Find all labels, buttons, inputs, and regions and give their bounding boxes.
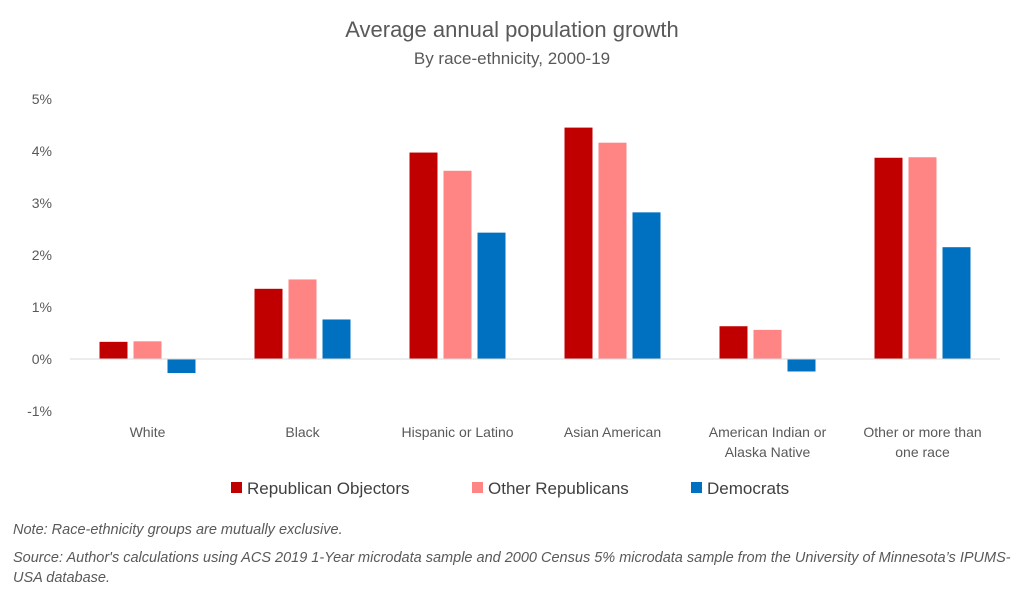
category-label: Hispanic or Latino	[401, 424, 513, 440]
bar	[167, 359, 196, 374]
chart-notes: Note: Race-ethnicity groups are mutually…	[13, 520, 1013, 588]
bar-chart: Average annual population growth By race…	[27, 17, 1000, 498]
bar	[908, 157, 937, 359]
bars	[99, 127, 971, 374]
category-label: American Indian or	[709, 424, 827, 440]
bar	[632, 212, 661, 359]
y-axis: -1% 0% 1% 2% 3% 4% 5%	[27, 91, 52, 419]
legend-label: Republican Objectors	[247, 479, 410, 498]
chart-subtitle: By race-ethnicity, 2000-19	[414, 49, 610, 68]
bar	[409, 152, 438, 359]
category-label: one race	[895, 444, 950, 460]
bar	[719, 326, 748, 359]
bar	[942, 247, 971, 359]
legend-label: Other Republicans	[488, 479, 629, 498]
y-tick-label: 3%	[32, 195, 52, 211]
legend-swatch	[691, 482, 702, 493]
y-tick-label: 5%	[32, 91, 52, 107]
bar	[322, 319, 351, 359]
bar	[787, 359, 816, 372]
bar	[288, 279, 317, 359]
legend: Republican Objectors Other Republicans Dem…	[231, 479, 789, 498]
category-label: White	[130, 424, 166, 440]
y-tick-label: -1%	[27, 403, 52, 419]
bar	[99, 341, 128, 359]
y-tick-label: 2%	[32, 247, 52, 263]
bar	[564, 127, 593, 359]
y-tick-label: 0%	[32, 351, 52, 367]
category-label: Other or more than	[863, 424, 981, 440]
bar	[133, 341, 162, 359]
category-label: Black	[285, 424, 320, 440]
bar	[598, 142, 627, 359]
bar	[254, 288, 283, 359]
source-text: Source: Author's calculations using ACS …	[13, 550, 1011, 586]
category-label: Asian American	[564, 424, 661, 440]
x-axis: White Black Hispanic or Latino Asian Americ…	[130, 424, 982, 460]
legend-label: Democrats	[707, 479, 789, 498]
legend-swatch	[472, 482, 483, 493]
y-tick-label: 4%	[32, 143, 52, 159]
bar	[443, 170, 472, 359]
y-tick-label: 1%	[32, 299, 52, 315]
bar	[477, 232, 506, 359]
bar	[753, 329, 782, 359]
category-label: Alaska Native	[725, 444, 811, 460]
legend-swatch	[231, 482, 242, 493]
chart-title: Average annual population growth	[345, 17, 679, 42]
bar	[874, 157, 903, 359]
note-text: Note: Race-ethnicity groups are mutually…	[13, 522, 343, 538]
